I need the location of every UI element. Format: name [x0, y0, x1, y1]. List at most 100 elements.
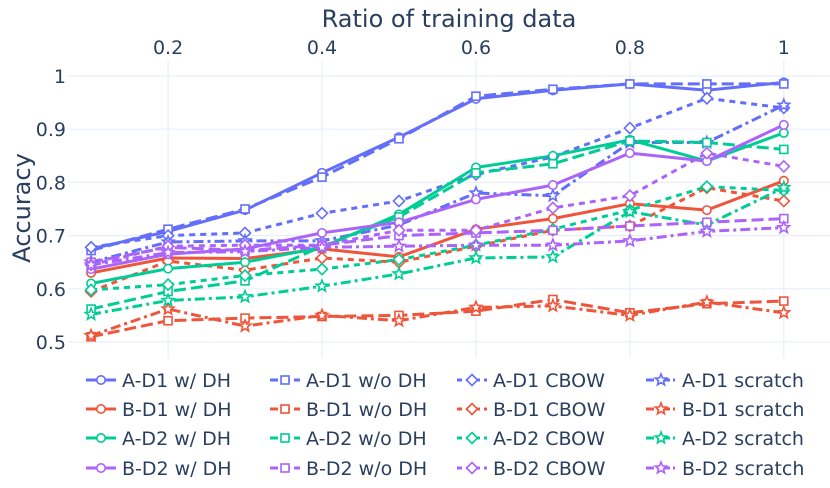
data-point-b-d1-scratch [314, 307, 330, 323]
y-tick-label: 0.8 [36, 172, 66, 194]
y-tick-labels: 0.5 0.6 0.7 0.8 0.9 1 [36, 66, 66, 354]
legend-marker [96, 432, 107, 443]
data-point-a-d1-scratch [776, 97, 792, 112]
data-point-b-d2-scratch [237, 243, 253, 259]
legend-item-b-d1-cbow[interactable]: B-D1 CBOW [457, 399, 606, 421]
legend-item-b-d1-scratch[interactable]: B-D1 scratch [646, 399, 804, 421]
legend-item-b-d1-w-o-dh[interactable]: B-D1 w/o DH [270, 399, 427, 421]
legend-marker [280, 404, 290, 414]
legend-label: A-D1 scratch [682, 370, 804, 392]
data-point-a-d2-w-o-dh [471, 168, 481, 178]
data-point-a-d1-scratch [545, 187, 561, 203]
data-point-a-d2-scratch [776, 179, 792, 195]
legend-marker [465, 402, 479, 416]
data-point-b-d2-w-dh [316, 227, 327, 238]
legend-item-b-d2-w-o-dh[interactable]: B-D2 w/o DH [270, 458, 427, 480]
legend-marker [465, 373, 479, 387]
series-line-a-d2-scratch [90, 186, 785, 316]
legend-marker [280, 463, 290, 473]
data-point-b-d1-cbow [777, 194, 791, 208]
data-point-a-d2-cbow [315, 262, 329, 276]
x-tick-label: 0.8 [615, 37, 645, 59]
legend: A-D1 w/ DH A-D1 w/o DH A-D1 CBOW A-D1 scrat… [86, 370, 804, 480]
series-line-a-d1-w-o-dh [90, 82, 784, 252]
y-axis-title: Accuracy [8, 153, 36, 263]
legend-item-b-d2-scratch[interactable]: B-D2 scratch [646, 458, 804, 480]
data-point-b-d2-cbow [546, 201, 560, 215]
data-point-a-d2-w-o-dh [702, 137, 712, 148]
data-point-b-d1-cbow [315, 251, 329, 265]
data-point-b-d1-scratch [391, 312, 407, 328]
legend-marker [653, 459, 669, 475]
x-tick-label: 0.6 [461, 37, 491, 59]
data-point-a-d2-w-dh [778, 127, 789, 138]
data-point-a-d2-cbow [161, 277, 175, 292]
legend-item-a-d2-cbow[interactable]: A-D2 CBOW [457, 428, 605, 450]
data-point-b-d2-scratch [314, 239, 330, 254]
x-tick-label: 1 [778, 37, 790, 59]
data-point-a-d1-w-o-dh [625, 79, 635, 89]
series-line-b-d1-cbow [90, 186, 785, 293]
series-line-a-d2-w-o-dh [90, 139, 784, 311]
data-point-a-d1-w-o-dh [548, 84, 558, 95]
data-point-b-d2-scratch [776, 219, 792, 235]
legend-marker [96, 403, 107, 414]
legend-marker [280, 433, 290, 443]
x-tick-label: 0.2 [153, 37, 183, 59]
legend-label: B-D1 scratch [682, 399, 804, 421]
data-point-a-d2-w-dh [547, 150, 558, 161]
legend-marker [653, 371, 669, 387]
data-point-a-d2-scratch [83, 306, 99, 321]
legend-item-a-d2-w-dh[interactable]: A-D2 w/ DH [86, 428, 231, 450]
legend-item-a-d1-w-o-dh[interactable]: A-D1 w/o DH [270, 370, 427, 392]
legend-label: A-D2 scratch [682, 428, 804, 450]
data-point-a-d1-cbow [84, 240, 98, 254]
data-point-b-d1-w-dh [701, 205, 712, 216]
data-point-b-d1-w-o-dh [779, 296, 789, 306]
legend-item-a-d1-w-dh[interactable]: A-D1 w/ DH [86, 370, 231, 392]
legend-label: A-D2 w/o DH [306, 428, 427, 450]
data-point-b-d2-scratch [160, 244, 176, 260]
data-point-b-d2-cbow [700, 146, 714, 160]
legend-item-a-d1-scratch[interactable]: A-D1 scratch [646, 370, 804, 392]
series-line-a-d2-w-dh [90, 131, 785, 285]
data-point-a-d1-w-o-dh [394, 133, 404, 144]
legend-marker [280, 375, 290, 385]
series-line-a-d1-w-dh [90, 80, 784, 251]
legend-marker [653, 400, 669, 416]
data-point-b-d1-scratch [545, 297, 561, 313]
data-point-a-d2-scratch [237, 288, 253, 304]
data-point-b-d2-scratch [699, 223, 715, 238]
series-line-b-d1-w-dh [90, 179, 785, 275]
data-point-a-d1-w-o-dh [317, 172, 327, 182]
legend-marker [96, 462, 107, 473]
legend-item-a-d2-scratch[interactable]: A-D2 scratch [646, 428, 804, 450]
legend-label: A-D1 CBOW [493, 370, 605, 392]
data-point-b-d1-scratch [468, 299, 484, 315]
data-point-b-d1-scratch [622, 307, 638, 323]
data-point-b-d2-w-dh [624, 148, 635, 159]
y-tick-label: 0.5 [36, 332, 66, 354]
legend-label: B-D2 scratch [682, 458, 804, 480]
series-line-a-d2-cbow [90, 185, 784, 292]
legend-label: A-D2 CBOW [493, 428, 605, 450]
data-point-a-d2-scratch [468, 249, 484, 265]
data-point-b-d1-scratch [237, 317, 253, 333]
data-point-b-d2-w-dh [470, 194, 481, 205]
legend-marker [96, 374, 107, 385]
data-point-a-d2-scratch [545, 248, 561, 264]
legend-label: B-D1 w/o DH [306, 399, 427, 421]
legend-item-b-d1-w-dh[interactable]: B-D1 w/ DH [86, 399, 232, 421]
legend-item-b-d2-w-dh[interactable]: B-D2 w/ DH [86, 458, 232, 480]
data-point-b-d2-cbow [777, 159, 791, 174]
legend-item-b-d2-cbow[interactable]: B-D2 CBOW [457, 458, 606, 480]
legend-item-a-d2-w-o-dh[interactable]: A-D2 w/o DH [270, 428, 427, 450]
y-tick-label: 1 [54, 66, 66, 88]
data-point-b-d1-scratch [160, 300, 176, 316]
data-point-a-d1-cbow [315, 206, 329, 220]
data-point-b-d1-scratch [83, 327, 99, 343]
data-point-a-d2-scratch [160, 292, 176, 308]
legend-item-a-d1-cbow[interactable]: A-D1 CBOW [457, 370, 605, 392]
legend-label: B-D1 w/ DH [122, 399, 232, 421]
